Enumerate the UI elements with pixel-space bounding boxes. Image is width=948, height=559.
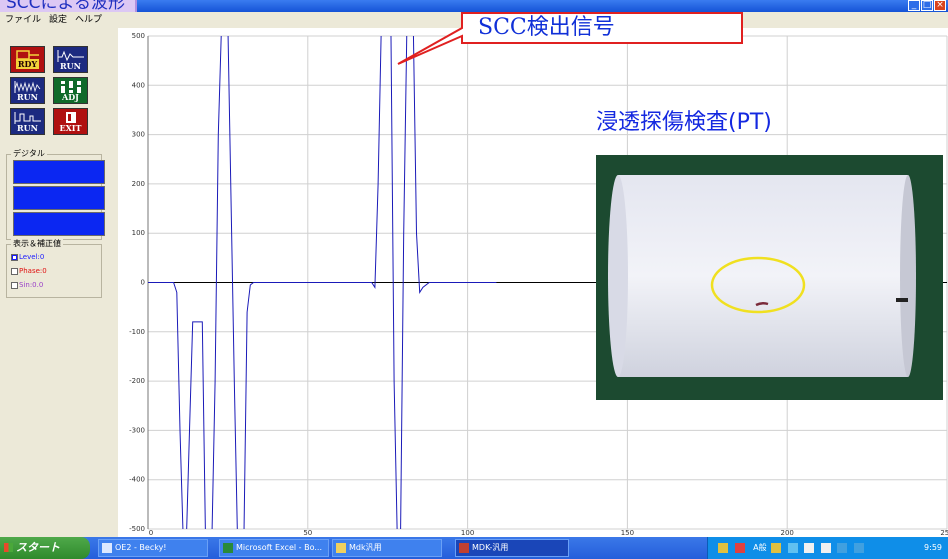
digital-display-3 (13, 212, 105, 236)
exit-button[interactable]: EXIT (53, 108, 88, 135)
pulse-run-icon (14, 112, 41, 124)
start-button[interactable]: スタート (0, 537, 90, 559)
tray-icon-5 (804, 542, 815, 553)
callout-label: SCC検出信号 (478, 15, 615, 40)
x-tick-label: 50 (303, 529, 312, 537)
windows-logo-icon (4, 543, 13, 552)
y-tick-label: 300 (132, 131, 145, 139)
display-group: 表示＆補正値 Level:0 Phase:0 Sin:0.0 (6, 238, 102, 298)
rdy-label: RDY (15, 59, 40, 69)
exit-label: EXIT (59, 123, 82, 133)
tray-icon-2 (734, 542, 745, 553)
level-label: Level:0 (19, 253, 45, 261)
y-tick-label: -100 (129, 328, 145, 336)
sin-label: Sin:0.0 (19, 281, 44, 289)
x-tick-label: 150 (621, 529, 634, 537)
y-tick-label: -300 (129, 426, 145, 434)
window-title: SCCによる波形 (0, 0, 138, 14)
level-checkbox[interactable]: Level:0 (11, 253, 44, 261)
menu-file[interactable]: ファイル (5, 15, 42, 25)
signal-line (148, 36, 497, 529)
y-tick-label: -500 (129, 525, 145, 533)
y-tick-label: -200 (129, 377, 145, 385)
pipe-photo-image (596, 155, 943, 400)
pt-photo (596, 155, 943, 400)
phase-checkbox[interactable]: Phase:0 (11, 267, 47, 275)
menu-settings[interactable]: 設定 (49, 15, 68, 25)
task-excel-label: Microsoft Excel - Bo... (236, 543, 322, 552)
pt-title: 浸透探傷検査(PT) (596, 110, 772, 135)
digital-display-2 (13, 186, 105, 210)
display-title: 表示＆補正値 (11, 238, 63, 249)
task-folder[interactable]: Mdk汎用 (332, 539, 442, 557)
phase-check-icon (11, 267, 18, 275)
clock: 9:59 (924, 543, 942, 552)
exit-icon (66, 112, 76, 123)
task-becky[interactable]: OE2 - Becky! (98, 539, 208, 557)
adj-button[interactable]: ADJ (53, 77, 88, 104)
y-tick-label: 500 (132, 32, 145, 40)
wave-run-icon (57, 50, 84, 62)
tool-buttons: RDY RUN RUN ADJ RUN EXIT (10, 46, 88, 135)
title-bar: SCCによる波形 _ □ × (0, 0, 948, 14)
tray-icon-1 (718, 542, 728, 553)
tray-icon-7 (837, 542, 848, 553)
start-label: スタート (16, 541, 60, 554)
close-button[interactable]: × (934, 0, 946, 11)
maximize-button[interactable]: □ (921, 0, 933, 11)
digital-display-1 (13, 160, 105, 184)
task-mdk[interactable]: MDK-汎用 (455, 539, 569, 557)
level-check-icon (11, 253, 18, 261)
x-tick-label: 250 (940, 529, 948, 537)
ime-indicator[interactable]: A般 (753, 543, 767, 552)
y-tick-label: 200 (132, 180, 145, 188)
ready-icon (16, 50, 39, 60)
left-panel: RDY RUN RUN ADJ RUN EXIT デジタル 表示＆補正値 (0, 28, 118, 537)
x-tick-label: 200 (781, 529, 794, 537)
defect-circle (710, 256, 806, 314)
taskbar: スタート OE2 - Becky! Microsoft Excel - Bo..… (0, 537, 948, 559)
sin-checkbox[interactable]: Sin:0.0 (11, 281, 43, 289)
y-tick-label: 0 (141, 279, 145, 287)
sin-check-icon (11, 281, 18, 289)
mail-icon (102, 543, 112, 553)
run-label-2: RUN (17, 92, 38, 102)
task-mdk-label: MDK-汎用 (472, 543, 509, 552)
x-tick-label: 100 (461, 529, 474, 537)
app-icon (459, 543, 469, 553)
y-tick-label: 100 (132, 229, 145, 237)
system-tray: A般 9:59 (707, 537, 948, 559)
run-button-2[interactable]: RUN (10, 77, 45, 104)
rdy-button[interactable]: RDY (10, 46, 45, 73)
excel-icon (223, 543, 233, 553)
digital-title: デジタル (11, 148, 47, 159)
x-tick-label: 0 (149, 529, 153, 537)
folder-icon (336, 543, 346, 553)
y-tick-label: 400 (132, 81, 145, 89)
waveform-chart: 0 50 100 150 200 250 500 400 300 200 100 0 -100 -200 -… (129, 32, 948, 537)
run-label-3: RUN (17, 123, 38, 133)
tray-icon-8 (853, 542, 864, 553)
run-button-1[interactable]: RUN (53, 46, 88, 73)
adj-label: ADJ (62, 92, 79, 102)
phase-label: Phase:0 (19, 267, 47, 275)
tray-icon-4 (787, 542, 798, 553)
menu-help[interactable]: ヘルプ (75, 15, 103, 25)
adjust-icon (60, 81, 82, 93)
task-becky-label: OE2 - Becky! (115, 543, 167, 552)
tray-icon-6 (820, 542, 831, 553)
y-tick-label: -400 (129, 476, 145, 484)
task-folder-label: Mdk汎用 (349, 543, 382, 552)
run-label-1: RUN (60, 61, 81, 71)
window-controls: _ □ × (908, 0, 946, 11)
run-button-3[interactable]: RUN (10, 108, 45, 135)
minimize-button[interactable]: _ (908, 0, 920, 11)
noise-run-icon (14, 81, 41, 93)
digital-group: デジタル (6, 148, 105, 240)
tray-icon-3 (771, 542, 782, 553)
task-excel[interactable]: Microsoft Excel - Bo... (219, 539, 329, 557)
